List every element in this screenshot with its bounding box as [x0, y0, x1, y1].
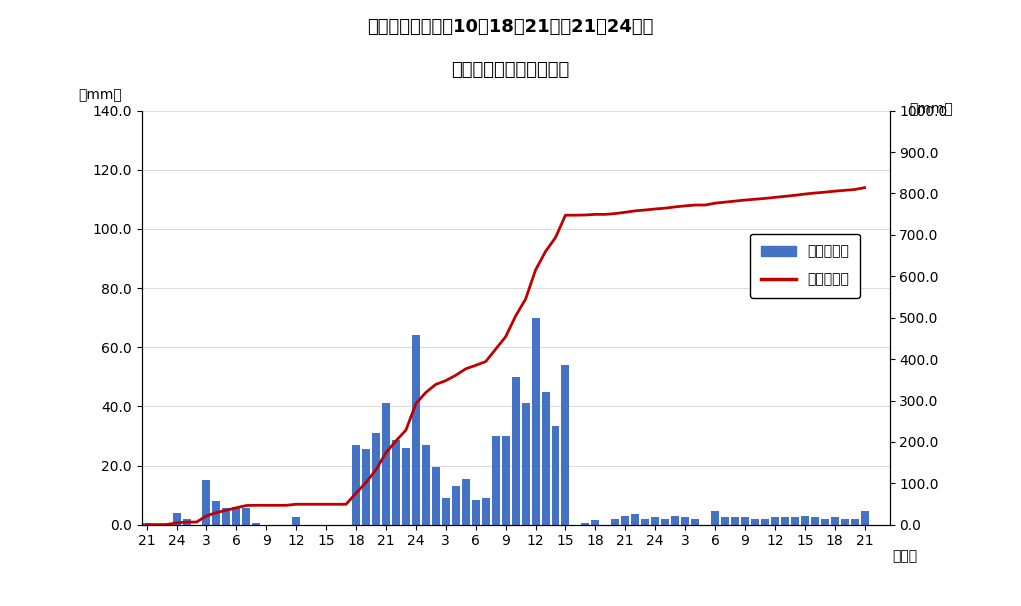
Bar: [372, 433, 380, 525]
Bar: [551, 425, 560, 525]
Bar: [840, 519, 848, 525]
Bar: [432, 467, 440, 525]
Bar: [451, 486, 459, 525]
Bar: [143, 524, 151, 525]
Bar: [671, 516, 679, 525]
Bar: [173, 513, 181, 525]
Bar: [791, 518, 798, 525]
Bar: [512, 377, 520, 525]
Bar: [541, 391, 549, 525]
X-axis label: （時）: （時）: [892, 550, 917, 564]
Bar: [242, 508, 250, 525]
Bar: [691, 519, 699, 525]
Bar: [442, 498, 450, 525]
Bar: [721, 518, 729, 525]
Text: 降水量時系列図（10月18日21時～21日24時）: 降水量時系列図（10月18日21時～21日24時）: [368, 18, 653, 36]
Bar: [771, 518, 779, 525]
Bar: [382, 404, 390, 525]
Bar: [800, 516, 809, 525]
Bar: [223, 508, 231, 525]
Bar: [482, 498, 490, 525]
Bar: [750, 519, 759, 525]
Bar: [362, 449, 370, 525]
Text: 鹿児島県　奄美市　名瀬: 鹿児島県 奄美市 名瀬: [451, 61, 570, 79]
Bar: [821, 519, 829, 525]
Bar: [562, 365, 570, 525]
Bar: [662, 519, 669, 525]
Bar: [422, 445, 430, 525]
Y-axis label: （mm）: （mm）: [909, 102, 953, 116]
Bar: [741, 518, 749, 525]
Bar: [252, 524, 260, 525]
Bar: [501, 436, 509, 525]
Bar: [402, 448, 409, 525]
Bar: [631, 514, 639, 525]
Bar: [461, 479, 470, 525]
Bar: [522, 404, 530, 525]
Bar: [532, 318, 539, 525]
Bar: [202, 481, 210, 525]
Bar: [761, 519, 769, 525]
Bar: [781, 518, 789, 525]
Bar: [183, 519, 191, 525]
Y-axis label: （mm）: （mm）: [79, 88, 123, 102]
Bar: [850, 519, 859, 525]
Bar: [861, 511, 869, 525]
Bar: [612, 519, 620, 525]
Bar: [731, 518, 739, 525]
Bar: [212, 501, 221, 525]
Bar: [641, 519, 649, 525]
Bar: [411, 336, 420, 525]
Bar: [233, 507, 240, 525]
Bar: [392, 441, 400, 525]
Bar: [711, 511, 719, 525]
Bar: [581, 524, 589, 525]
Bar: [811, 518, 819, 525]
Bar: [352, 445, 360, 525]
Bar: [292, 518, 300, 525]
Bar: [591, 521, 599, 525]
Bar: [681, 518, 689, 525]
Bar: [651, 518, 660, 525]
Bar: [622, 516, 629, 525]
Legend: 時別降水量, 積算降水量: 時別降水量, 積算降水量: [750, 233, 860, 298]
Bar: [472, 499, 480, 525]
Bar: [831, 518, 838, 525]
Bar: [492, 436, 499, 525]
